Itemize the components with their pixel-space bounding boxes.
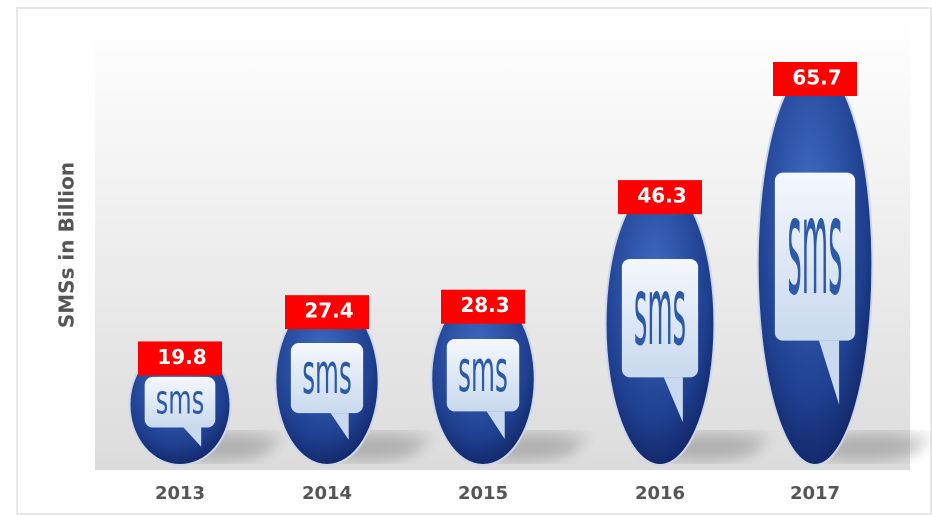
x-tick-label: 2014 bbox=[302, 483, 352, 504]
y-axis-label: SMSs in Billion bbox=[55, 162, 79, 328]
x-tick-label: 2015 bbox=[458, 483, 508, 504]
value-label: 65.7 bbox=[792, 66, 841, 90]
chart: SMSs in Billion sms 19.8 2013 sms 27.4 2014 sm… bbox=[0, 0, 932, 515]
x-tick-label: 2016 bbox=[635, 483, 685, 504]
icon-text: sms bbox=[634, 258, 686, 367]
x-tick-label: 2013 bbox=[155, 483, 205, 504]
x-tick-label: 2017 bbox=[790, 483, 840, 504]
value-label: 27.4 bbox=[304, 299, 353, 323]
icon-text: sms bbox=[787, 168, 842, 325]
page: SMSs in Billion sms 19.8 2013 sms 27.4 2014 sm… bbox=[0, 0, 932, 515]
icon-text: sms bbox=[302, 342, 352, 407]
icon-text: sms bbox=[458, 339, 508, 405]
value-label: 28.3 bbox=[460, 293, 509, 317]
value-label: 46.3 bbox=[637, 184, 686, 208]
icon-text: sms bbox=[156, 376, 204, 423]
value-label: 19.8 bbox=[157, 345, 206, 369]
